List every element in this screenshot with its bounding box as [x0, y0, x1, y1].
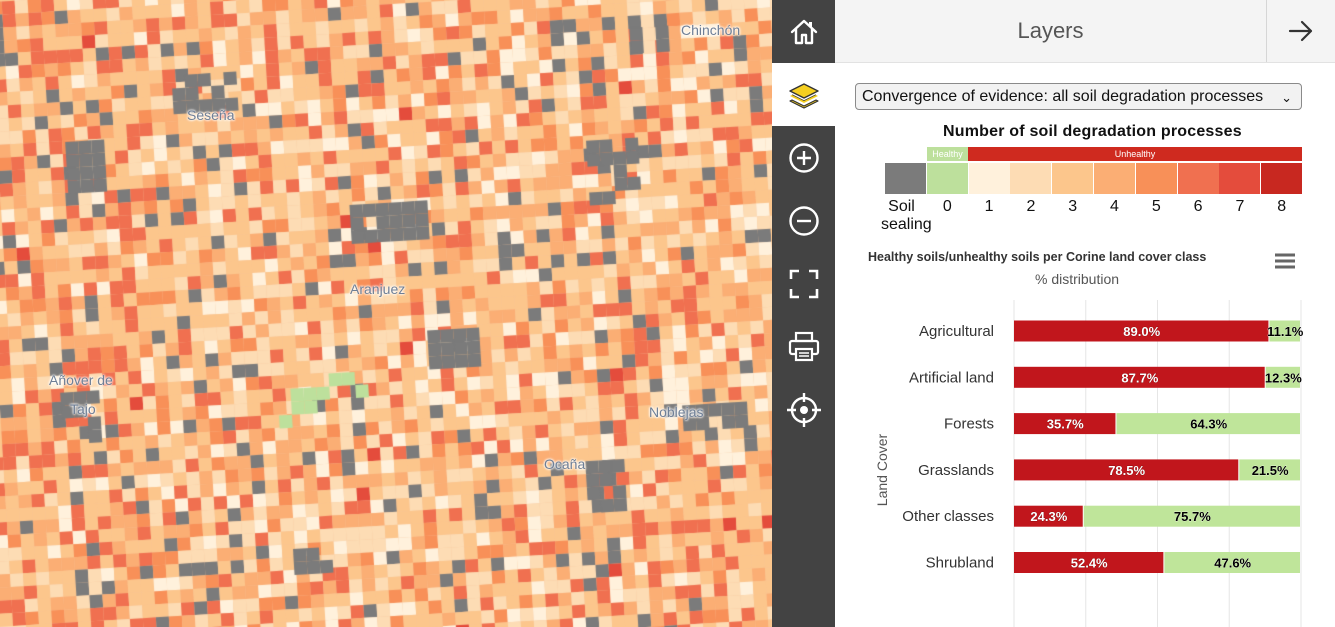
zoom-out-icon [788, 205, 819, 236]
legend-swatch-2 [1010, 163, 1052, 194]
arrow-right-icon [1288, 20, 1313, 42]
panel-title: Layers [1017, 18, 1084, 43]
locate-button[interactable] [772, 378, 835, 441]
data-label: 75.7% [1174, 509, 1211, 524]
layers-icon [788, 82, 819, 109]
land-cover-chart: Agricultural 89.0% 11.1% Artificial land 87.… [874, 300, 1304, 627]
bar-segment [1083, 505, 1300, 527]
legend-label-5: 5 [1151, 198, 1161, 215]
legend-swatch-soil-sealing [885, 163, 926, 194]
layer-select-value: Convergence of evidence: all soil degrad… [862, 88, 1264, 105]
legend-label-3: 3 [1068, 198, 1078, 215]
bar-segment [1014, 366, 1265, 388]
data-label: 89.0% [1123, 324, 1160, 339]
data-label: 21.5% [1252, 463, 1289, 478]
data-label: 47.6% [1214, 556, 1251, 571]
bar-segment [1014, 552, 1164, 573]
map-toolbar [772, 0, 835, 627]
legend-healthy-band: Healthy [927, 147, 968, 161]
place-label-tajo: Tajo [70, 401, 96, 417]
zoom-out-button[interactable] [772, 189, 835, 252]
zoom-in-button[interactable] [772, 126, 835, 189]
data-label: 52.4% [1071, 556, 1108, 571]
bar-segment [1014, 320, 1269, 342]
legend-swatch-6 [1177, 163, 1219, 194]
legend-label-7: 7 [1235, 198, 1245, 215]
legend-label-1: 1 [984, 198, 994, 215]
legend-swatch-3 [1052, 163, 1094, 194]
place-label-chinchon: Chinchón [681, 22, 741, 38]
locate-icon [786, 392, 821, 427]
home-button[interactable] [772, 0, 835, 63]
legend-label-4: 4 [1110, 198, 1119, 215]
category-label: Grasslands [918, 462, 994, 479]
bar-segment [1269, 320, 1300, 342]
category-label: Forests [944, 416, 994, 433]
layer-select[interactable]: Convergence of evidence: all soil degrad… [855, 83, 1302, 110]
zoom-in-icon [788, 142, 819, 173]
chart-menu-button[interactable] [1274, 252, 1296, 275]
place-label-ocana: Ocaña [544, 456, 586, 472]
bar-segment [1265, 366, 1300, 388]
legend-title: Number of soil degradation processes [943, 123, 1242, 140]
legend-swatch-7 [1219, 163, 1261, 194]
legend-label-8: 8 [1277, 198, 1287, 215]
category-label: Artificial land [909, 369, 994, 386]
data-label: 35.7% [1047, 417, 1084, 432]
category-label: Other classes [902, 508, 994, 525]
legend-label-0: 0 [942, 198, 952, 215]
category-label: Agricultural [919, 323, 994, 340]
bar-segment [1014, 459, 1239, 481]
y-axis-label: Land Cover [874, 433, 890, 506]
legend-label-6: 6 [1193, 198, 1203, 215]
place-label-sesena: Seseña [187, 107, 235, 123]
legend-swatch-1 [968, 163, 1010, 194]
place-label-anover: Añover de [49, 372, 113, 388]
legend-swatch-0 [926, 163, 968, 194]
layers-panel: Layers Convergence of evidence: all soil… [835, 0, 1335, 627]
panel-header: Layers [835, 0, 1335, 63]
legend-label-soil-sealing: Soil sealing [881, 198, 932, 233]
soil-degradation-raster[interactable] [0, 0, 772, 627]
hamburger-icon [1275, 253, 1295, 269]
fullscreen-icon [789, 269, 818, 298]
close-panel-button[interactable] [1266, 0, 1335, 62]
bar-segment [1014, 413, 1116, 435]
place-label-aranjuez: Aranjuez [350, 281, 406, 297]
data-label: 78.5% [1108, 463, 1145, 478]
layers-button[interactable] [772, 63, 835, 126]
legend-swatch-4 [1094, 163, 1135, 194]
bar-segment [1164, 552, 1300, 573]
print-icon [788, 331, 819, 361]
fullscreen-button[interactable] [772, 252, 835, 315]
bar-segment [1116, 413, 1300, 435]
legend-swatch-8 [1261, 163, 1303, 194]
place-label-noblejas: Noblejas [649, 404, 704, 420]
data-label: 87.7% [1121, 370, 1158, 385]
chevron-down-icon: ⌄ [1281, 90, 1292, 105]
data-label: 24.3% [1030, 509, 1067, 524]
home-icon [790, 19, 817, 44]
chart-title: Healthy soils/unhealthy soils per Corine… [868, 250, 1207, 264]
legend-swatch-5 [1135, 163, 1177, 194]
legend-label-2: 2 [1026, 198, 1036, 215]
bar-segment [1239, 459, 1300, 481]
data-label: 12.3% [1265, 370, 1302, 385]
legend-unhealthy-band: Unhealthy [968, 147, 1302, 161]
data-label: 11.1% [1267, 324, 1304, 339]
print-button[interactable] [772, 315, 835, 378]
category-label: Shrubland [926, 555, 994, 572]
chart-subtitle: % distribution [1035, 271, 1120, 287]
bar-segment [1014, 505, 1083, 527]
map[interactable]: Chinchón Seseña Aranjuez Añover de Tajo … [0, 0, 772, 627]
data-label: 64.3% [1190, 417, 1227, 432]
